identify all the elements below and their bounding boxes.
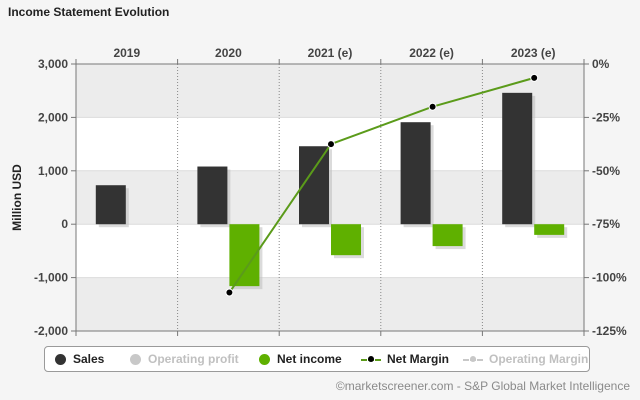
net-margin-point-2023-e bbox=[530, 73, 539, 82]
legend-item-operating-profit[interactable]: Operating profit bbox=[130, 347, 239, 371]
sales-legend-marker bbox=[55, 353, 66, 365]
income-statement-chart: -2,000 -1,000 0 1,000 2,000 3,000 -125% -100% -7… bbox=[10, 46, 627, 338]
x-tick-label-2019: 2019 bbox=[113, 46, 140, 60]
legend-item-sales[interactable]: Sales bbox=[55, 347, 104, 371]
x-tick-label-2023-e: 2023 (e) bbox=[511, 46, 556, 60]
y2-tick-label: -25% bbox=[592, 110, 620, 124]
y2-tick-label: 0% bbox=[592, 57, 610, 71]
operating-profit-legend-marker bbox=[130, 353, 141, 365]
bar-net-income-2022-e bbox=[432, 224, 463, 247]
legend-label-operating-profit: Operating profit bbox=[148, 352, 239, 366]
legend-item-net-income[interactable]: Net income bbox=[259, 347, 342, 371]
chart-legend: Sales Operating profit Net income Net Ma… bbox=[44, 346, 590, 372]
net-margin-legend-marker bbox=[361, 354, 381, 365]
y2-tick-label: -75% bbox=[592, 217, 620, 231]
plot-band bbox=[76, 277, 584, 331]
x-tick-label-2021-e: 2021 (e) bbox=[308, 46, 353, 60]
x-tick-label-2022-e: 2022 (e) bbox=[409, 46, 454, 60]
bar-sales-2022-e bbox=[400, 122, 431, 225]
bar-sales-2020 bbox=[197, 166, 228, 225]
plot-band bbox=[76, 64, 584, 118]
net-income-legend-marker bbox=[259, 353, 270, 365]
plot-border bbox=[75, 63, 585, 332]
net-margin-point-2022-e bbox=[428, 102, 437, 111]
bar-net-income-2023-e bbox=[534, 224, 565, 235]
legend-item-operating-margin[interactable]: Operating Margin bbox=[463, 347, 588, 371]
legend-label-net-margin: Net Margin bbox=[387, 352, 450, 366]
y-tick-label: 2,000 bbox=[38, 110, 68, 124]
net-margin-line bbox=[228, 76, 535, 294]
y-tick-label: -1,000 bbox=[34, 271, 68, 285]
chart-title: Income Statement Evolution bbox=[8, 5, 170, 19]
source-credit: ©marketscreener.com - S&P Global Market … bbox=[335, 379, 630, 393]
y-axis-title: Million USD bbox=[10, 164, 24, 231]
bar-sales-2019 bbox=[95, 185, 126, 225]
y2-tick-label: -125% bbox=[592, 324, 627, 338]
legend-item-net-margin[interactable]: Net Margin bbox=[361, 347, 449, 371]
net-margin-point-2020 bbox=[225, 288, 234, 297]
legend-label-net-income: Net income bbox=[277, 352, 342, 366]
legend-label-sales: Sales bbox=[73, 352, 105, 366]
operating-margin-legend-marker bbox=[463, 354, 483, 365]
y-tick-label: 1,000 bbox=[38, 164, 68, 178]
y-tick-label: 3,000 bbox=[38, 57, 68, 71]
y2-tick-label: -50% bbox=[592, 164, 620, 178]
net-margin-point-2021-e bbox=[327, 140, 335, 149]
x-tick-label-2020: 2020 bbox=[215, 46, 242, 60]
legend-label-operating-margin: Operating Margin bbox=[489, 352, 589, 366]
y-tick-label: 0 bbox=[61, 217, 68, 231]
y2-tick-label: -100% bbox=[592, 271, 627, 285]
bar-net-income-2021-e bbox=[331, 224, 361, 256]
bar-sales-2023-e bbox=[502, 92, 533, 225]
y-tick-label: -2,000 bbox=[34, 324, 68, 338]
